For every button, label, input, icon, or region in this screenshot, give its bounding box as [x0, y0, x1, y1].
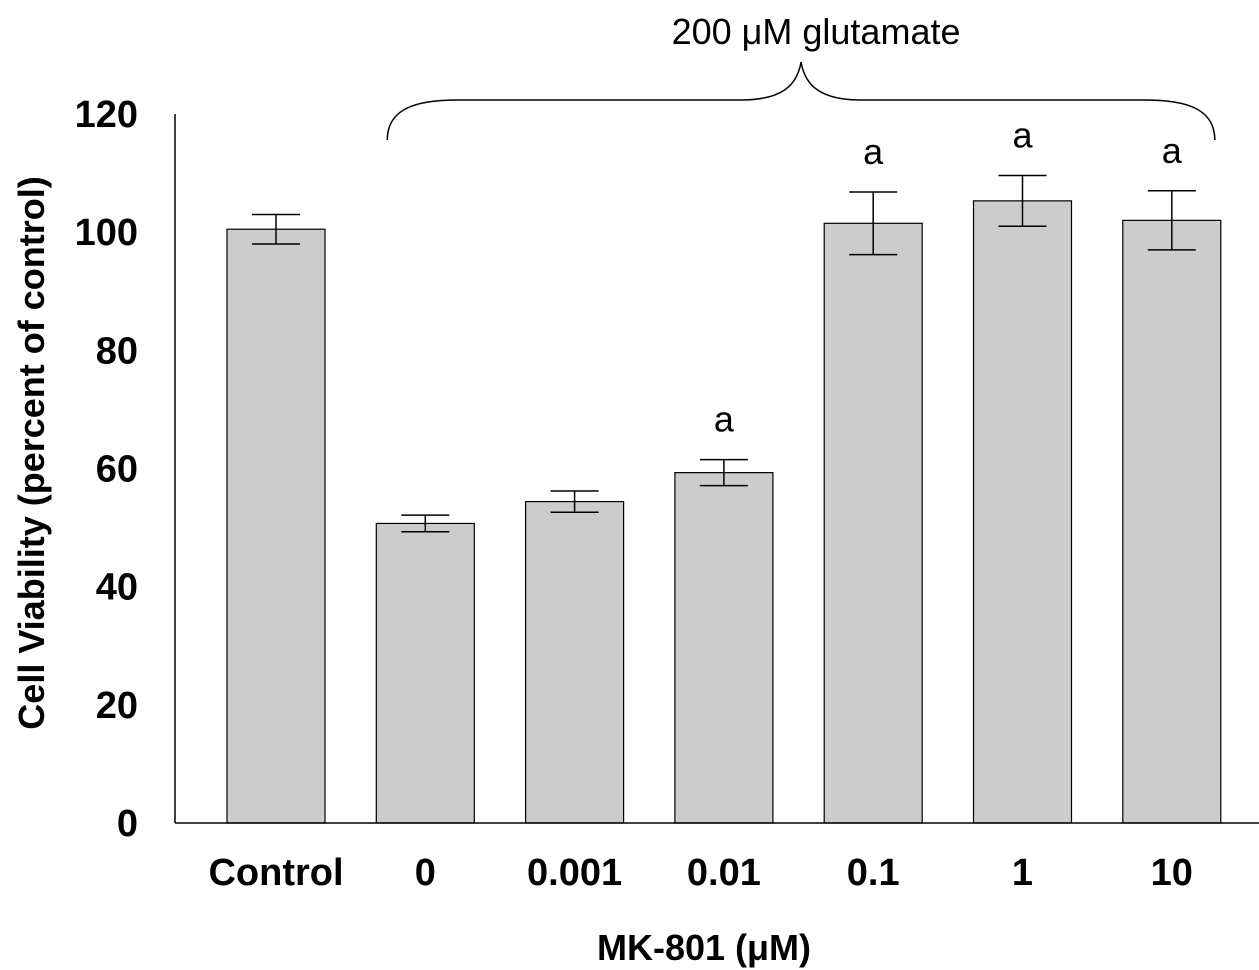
- y-tick-label-0: 0: [117, 803, 138, 845]
- error-bar-3: [699, 458, 748, 487]
- significance-label-5: a: [1012, 114, 1033, 155]
- error-bar-5: [998, 174, 1047, 228]
- annotations-layer: a a a a: [714, 114, 1183, 439]
- error-bar-4: [849, 191, 898, 256]
- bar-2: [524, 500, 625, 824]
- bracket-shape: [386, 61, 1216, 141]
- x-tick-label-4: 0.1: [847, 852, 900, 894]
- y-tick-label-120: 120: [75, 94, 138, 136]
- y-tick-label-60: 60: [96, 449, 138, 491]
- bar-5: [972, 200, 1073, 824]
- x-tick-label-1: 0: [415, 852, 436, 894]
- y-tick-label-80: 80: [96, 330, 138, 372]
- x-tick-label-6: 10: [1151, 852, 1193, 894]
- x-tick-label-3: 0.01: [687, 852, 761, 894]
- significance-label-6: a: [1162, 130, 1183, 171]
- error-bar-6: [1147, 190, 1196, 251]
- x-tick-label-0: Control: [208, 852, 343, 894]
- error-bar-2: [550, 490, 599, 513]
- bar-4: [823, 222, 923, 824]
- glutamate-bracket: 200 μM glutamate: [386, 11, 1216, 141]
- y-tick-label-40: 40: [96, 567, 138, 609]
- x-tick-label-5: 1: [1012, 852, 1033, 894]
- error-bars-layer: [252, 174, 1196, 533]
- bar-0: [226, 228, 326, 824]
- y-tick-label-20: 20: [96, 685, 138, 727]
- error-bar-0: [252, 213, 300, 245]
- axes-layer: [174, 114, 1259, 824]
- y-axis-title: Cell Viability (percent of control): [11, 176, 52, 729]
- x-axis-title: MK-801 (μM): [597, 927, 811, 968]
- bar-6: [1122, 219, 1222, 824]
- bracket-label: 200 μM glutamate: [672, 11, 961, 52]
- error-bar-1: [401, 514, 450, 533]
- bar-1: [375, 522, 475, 824]
- significance-label-4: a: [863, 131, 884, 172]
- y-tick-labels: 0 20 40 60 80 100 120: [75, 94, 138, 845]
- x-tick-labels: Control 0 0.001 0.01 0.1 1 10: [208, 852, 1192, 894]
- bars-layer: [226, 200, 1222, 824]
- bar-3: [674, 472, 774, 824]
- significance-label-3: a: [714, 399, 735, 440]
- x-tick-label-2: 0.001: [527, 852, 622, 894]
- y-tick-label-100: 100: [75, 212, 138, 254]
